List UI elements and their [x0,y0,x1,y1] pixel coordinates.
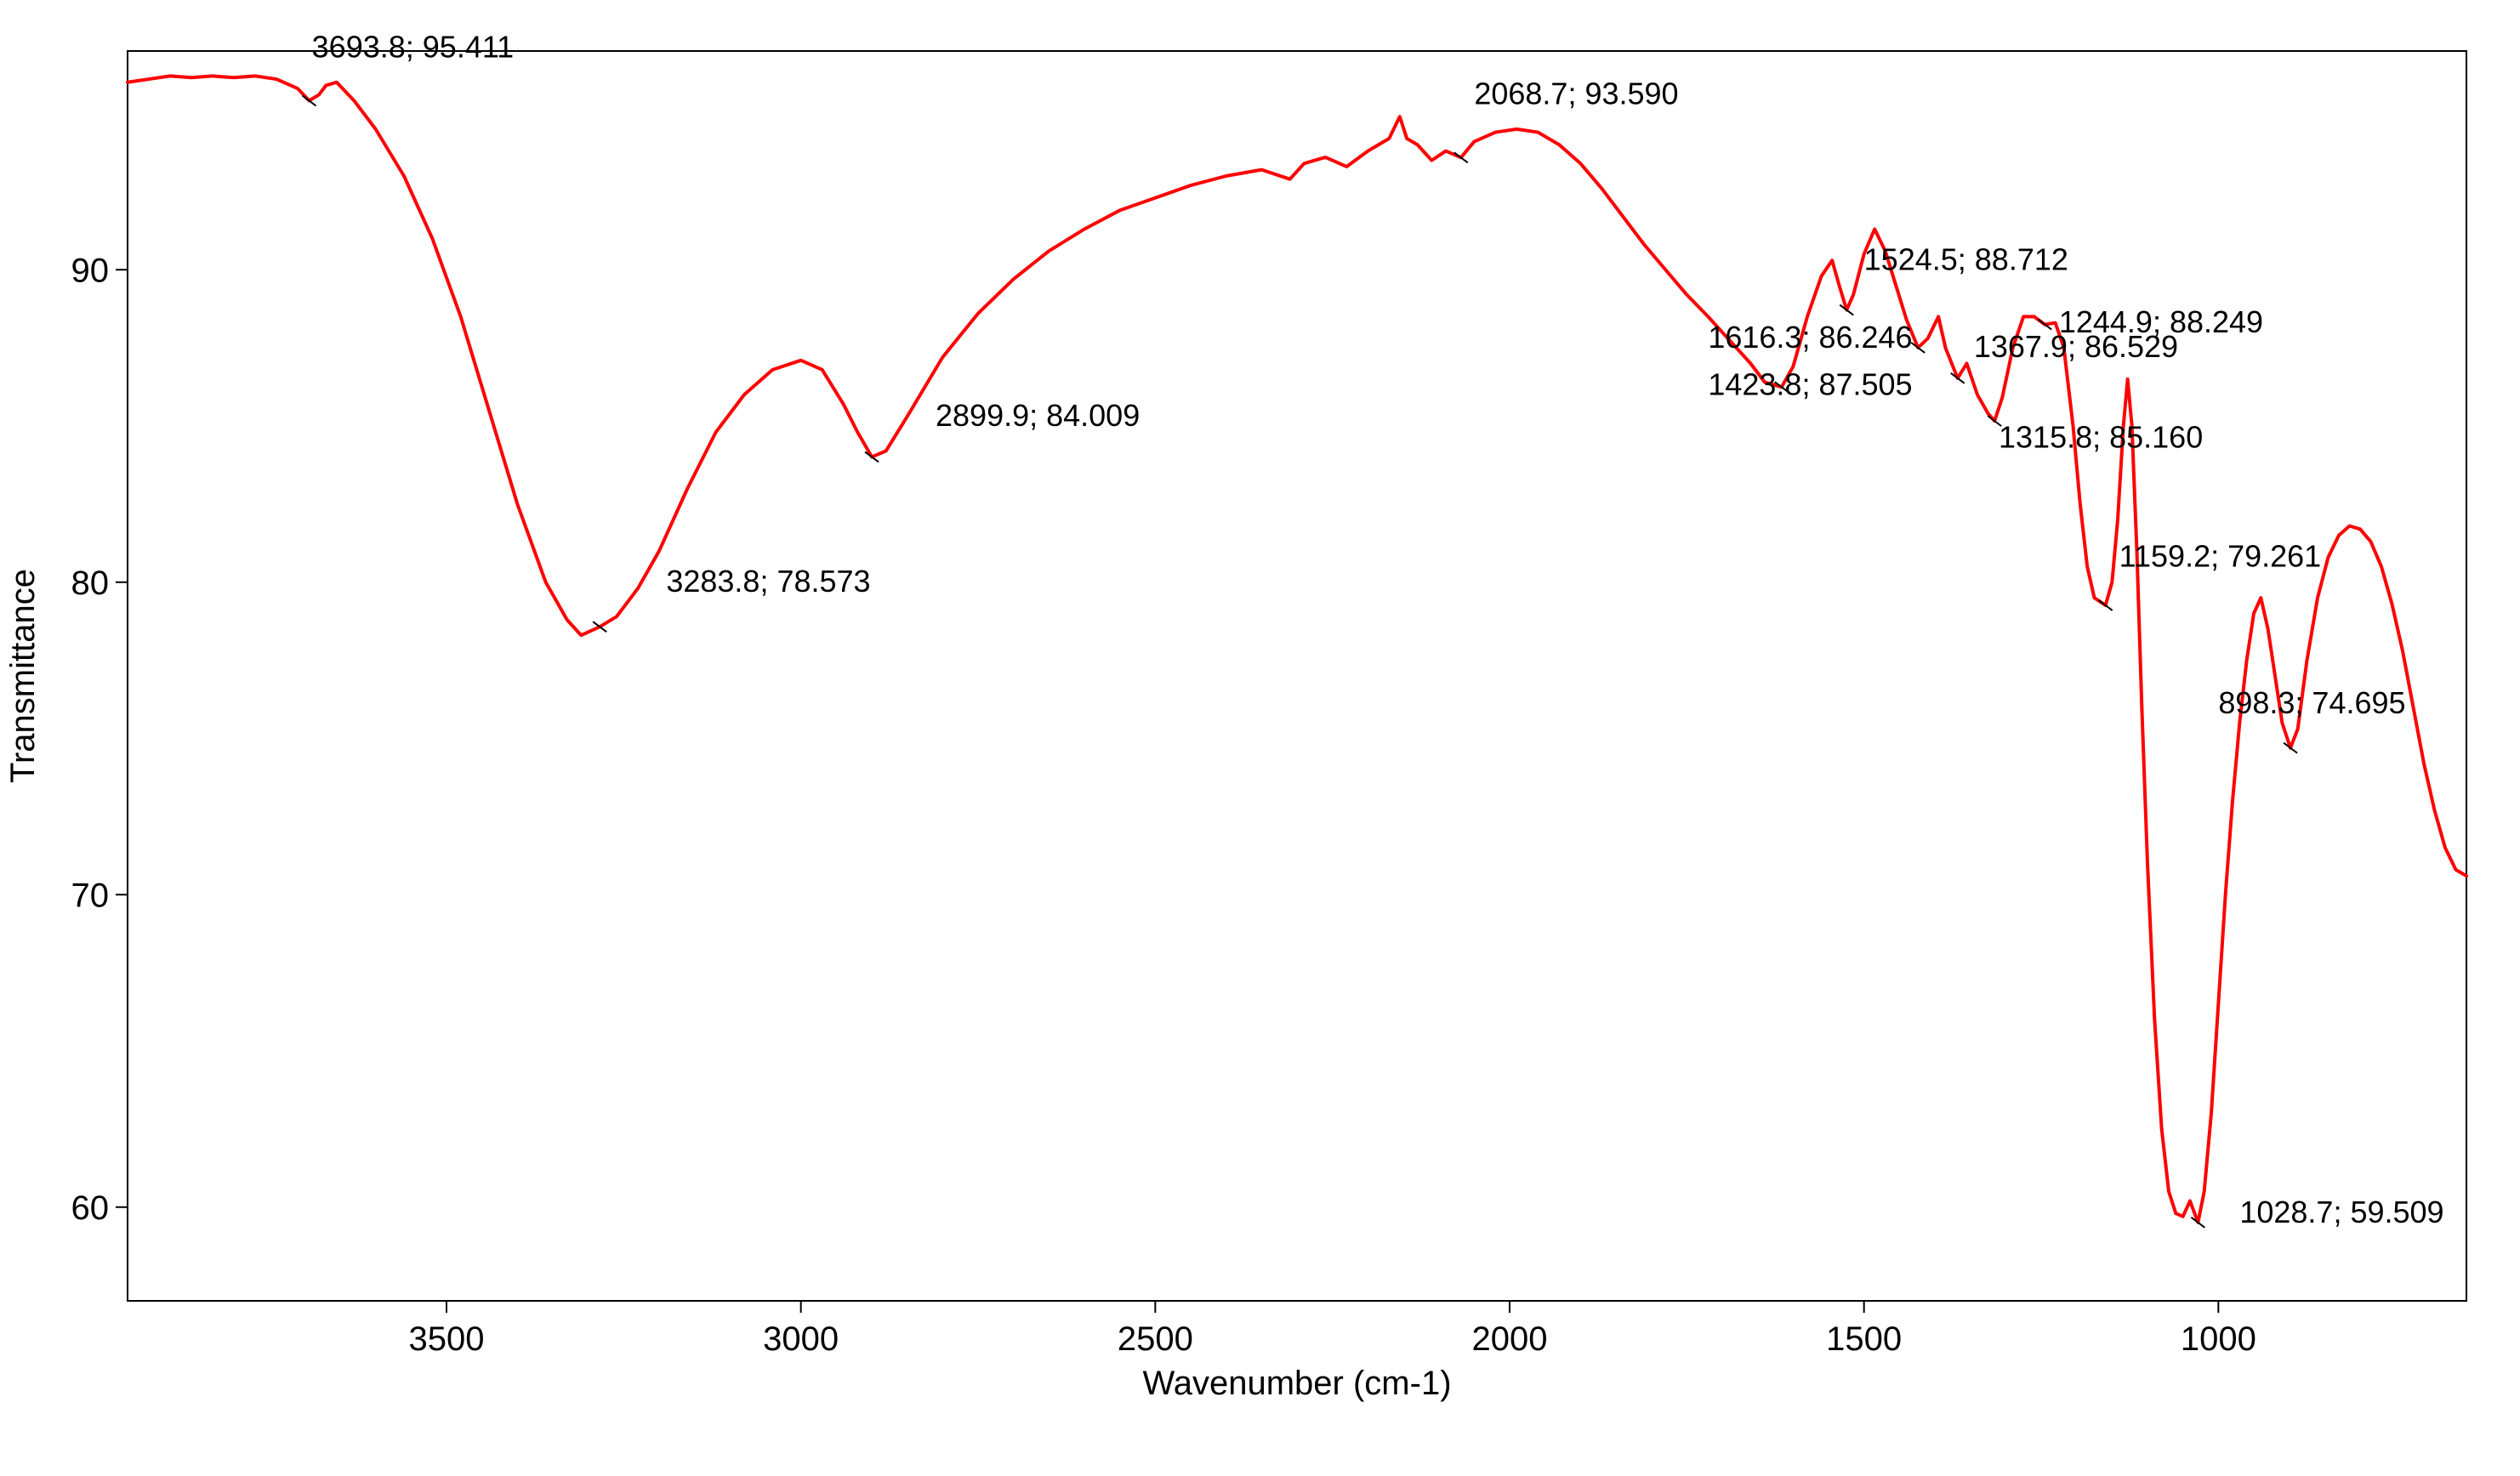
y-tick-label: 80 [71,565,110,602]
peak-label: 1616.3; 86.246 [1708,320,1912,355]
plot-border [128,51,2466,1301]
y-tick-label: 90 [71,252,110,289]
x-tick-label: 2500 [1118,1320,1193,1358]
peak-label: 1244.9; 88.249 [2059,304,2263,339]
peak-label: 2899.9; 84.009 [936,398,1140,433]
peak-label: 3693.8; 95.411 [312,29,515,64]
peak-label: 1028.7; 59.509 [2239,1195,2443,1229]
x-tick-label: 1000 [2181,1320,2256,1358]
x-tick-label: 3500 [409,1320,485,1358]
chart-svg: 3500 3000 2500 2000 1500 1000 Wavenumber (cm-1… [0,0,2520,1476]
x-tick-label: 2000 [1472,1320,1548,1358]
x-axis-label: Wavenumber (cm-1) [1142,1365,1451,1402]
y-tick-label: 70 [71,877,110,914]
spectrum-line [128,76,2466,1222]
peak-label: 2068.7; 93.590 [1474,76,1678,111]
x-tick-label: 3000 [763,1320,839,1358]
peak-label: 1423.8; 87.505 [1708,366,1912,401]
peak-label: 898.3; 74.695 [2218,685,2405,720]
x-tick-label: 1500 [1826,1320,1902,1358]
y-axis-label: Transmittance [4,569,42,783]
ftir-chart: 3500 3000 2500 2000 1500 1000 Wavenumber (cm-1… [0,0,2520,1476]
peak-label: 1159.2; 79.261 [2119,538,2322,573]
y-tick-label: 60 [71,1189,110,1227]
peak-label: 1315.8; 85.160 [1999,420,2203,455]
peak-label: 1524.5; 88.712 [1864,241,2068,276]
peak-label: 3283.8; 78.573 [666,564,870,599]
